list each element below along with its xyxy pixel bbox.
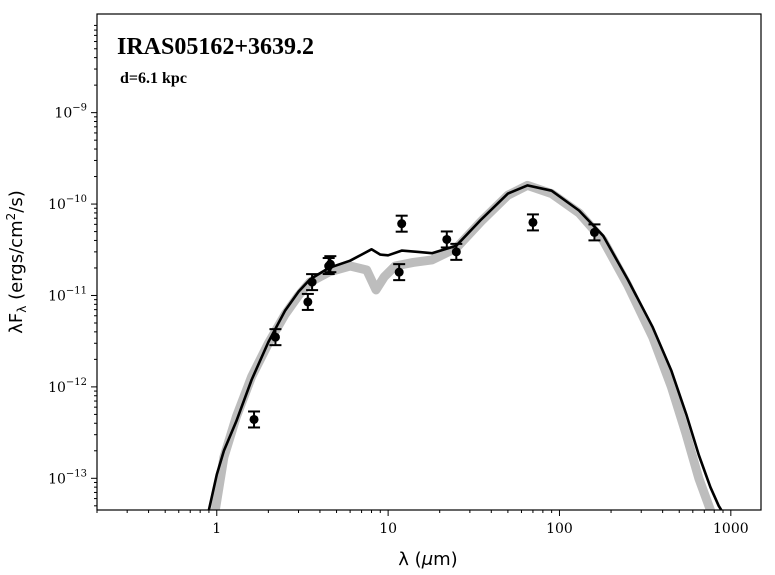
x-tick-label: 1000 [713,521,749,537]
data-point [248,410,261,429]
x-tick-label: 1 [212,521,221,537]
distance-annotation: d=6.1 kpc [120,70,187,87]
y-axis: 10−13 10−12 10−11 10−10 10−9 [48,24,97,507]
data-point [269,328,282,347]
y-tick-label: 10−11 [48,285,87,304]
x-axis: 1 10 100 1000 [96,510,749,537]
data-point [393,263,406,282]
model-band-layer [210,180,715,510]
observed-points-layer [248,213,601,429]
data-point [588,223,601,242]
y-tick-label: 10−12 [48,377,87,396]
x-tick-label: 100 [546,521,573,537]
chart-title: IRAS05162+3639.2 [117,34,314,60]
data-point [526,213,539,232]
y-axis-label: λFλ (ergs/cm2/s) [4,190,29,333]
y-tick-label: 10−10 [48,194,87,213]
data-point [450,242,463,261]
data-point [306,273,319,292]
y-tick-label: 10−13 [48,468,87,487]
best-fit-line [207,184,723,510]
data-point [395,214,408,233]
model-fits-band [210,180,715,510]
best-fit-layer [207,184,723,510]
data-point [440,230,453,249]
plot-frame [96,13,762,511]
data-point [324,255,337,274]
x-axis-label: λ (μm) [398,549,457,570]
data-point [301,292,314,311]
x-tick-label: 10 [379,521,397,537]
y-tick-label: 10−9 [54,103,87,122]
